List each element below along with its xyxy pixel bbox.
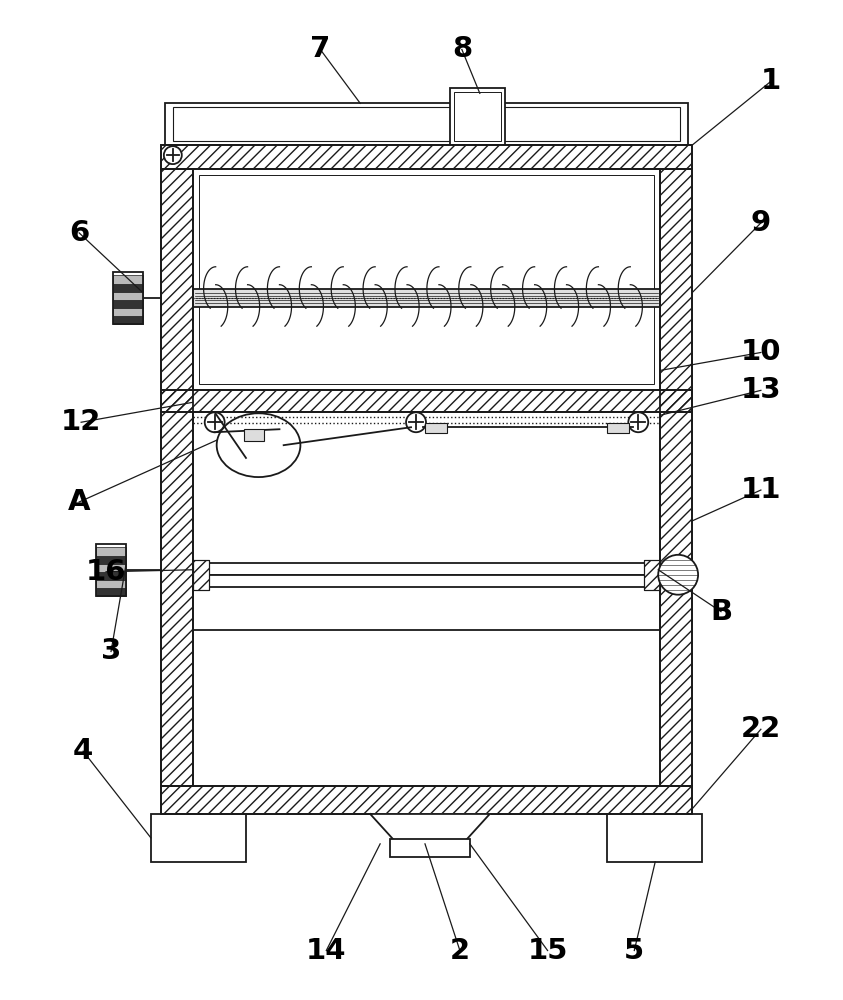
Bar (96, 555, 126, 564)
Bar (113, 291, 143, 300)
Bar (193, 289, 660, 307)
Ellipse shape (217, 413, 300, 477)
Text: 11: 11 (741, 476, 781, 504)
Text: 8: 8 (452, 35, 472, 63)
Bar (660, 169, 692, 786)
Bar (390, 839, 470, 857)
Bar (113, 299, 143, 308)
Text: 15: 15 (528, 937, 568, 965)
Text: 2: 2 (450, 937, 470, 965)
Bar (165, 103, 688, 145)
Circle shape (205, 412, 224, 432)
Circle shape (628, 412, 648, 432)
Bar (193, 560, 209, 590)
Text: 22: 22 (741, 715, 781, 743)
Text: B: B (710, 598, 732, 626)
Circle shape (406, 412, 426, 432)
Bar (113, 315, 143, 324)
Text: 3: 3 (101, 637, 121, 665)
Bar (96, 587, 126, 596)
Text: 5: 5 (624, 937, 644, 965)
Bar (113, 283, 143, 292)
Bar (161, 145, 692, 169)
Text: 10: 10 (741, 338, 781, 366)
Circle shape (658, 555, 698, 595)
Bar (96, 579, 126, 588)
Bar (161, 145, 692, 169)
Bar (608, 814, 702, 862)
Bar (454, 92, 501, 141)
Text: 13: 13 (740, 376, 781, 404)
Bar (244, 429, 264, 441)
Text: 7: 7 (310, 35, 330, 63)
Bar (161, 786, 692, 814)
Bar (193, 412, 660, 630)
Text: 1: 1 (760, 67, 781, 95)
Text: 12: 12 (61, 408, 101, 436)
Bar (660, 169, 692, 786)
Bar (193, 563, 660, 575)
Bar (96, 544, 126, 596)
Bar (608, 423, 630, 433)
Bar (425, 423, 447, 433)
Bar (173, 107, 680, 141)
Bar (450, 88, 505, 145)
Bar (96, 547, 126, 556)
Text: 16: 16 (86, 558, 126, 586)
Bar (161, 169, 193, 786)
Bar (193, 560, 209, 590)
Text: 6: 6 (69, 219, 89, 247)
Bar (644, 560, 660, 590)
Bar (96, 571, 126, 580)
Bar (96, 563, 126, 572)
Bar (193, 169, 660, 390)
Bar (161, 390, 692, 412)
Polygon shape (370, 814, 490, 847)
Text: A: A (68, 488, 90, 516)
Text: 9: 9 (751, 209, 771, 237)
Bar (199, 175, 654, 384)
Bar (113, 275, 143, 284)
Bar (193, 575, 660, 587)
Text: 14: 14 (306, 937, 346, 965)
Circle shape (164, 146, 182, 164)
Bar (113, 307, 143, 316)
Bar (161, 390, 692, 412)
Bar (161, 786, 692, 814)
Bar (161, 169, 193, 786)
Bar (113, 272, 143, 324)
Bar (151, 814, 245, 862)
Bar (644, 560, 660, 590)
Text: 4: 4 (73, 737, 94, 765)
